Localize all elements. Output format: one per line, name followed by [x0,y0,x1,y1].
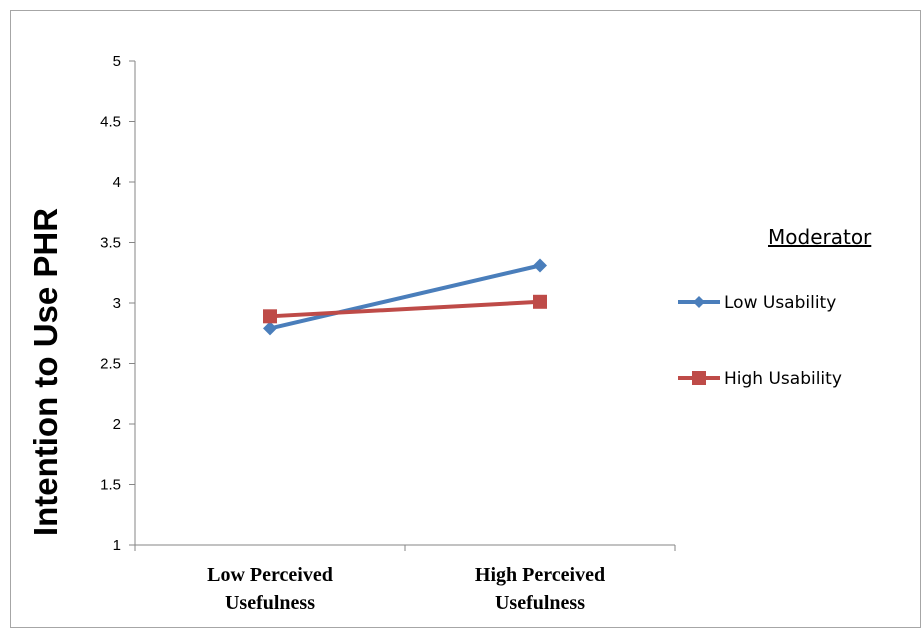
legend-swatch-marker-1 [692,371,706,385]
x-category-label-line: High Perceived [475,564,605,586]
y-axis-title: Intention to Use PHR [27,208,64,536]
y-tick-label: 2 [113,416,121,433]
y-tick-labels: 1 1.5 2 2.5 3 3.5 4 4.5 5 [100,53,121,554]
legend-label-1: High Usability [724,369,842,389]
x-category-labels: Low Perceived Usefulness High Perceived Use… [207,564,605,614]
x-category-label: Low Perceived Usefulness [207,564,333,614]
data-point-1-0 [263,309,277,324]
series-line-0 [269,263,541,331]
legend-title: Moderator [768,225,872,249]
data-point-0-0 [263,321,277,336]
chart-frame [10,10,921,628]
x-category-label-line: Usefulness [495,592,585,614]
axes [129,60,676,551]
x-category-label: High Perceived Usefulness [475,564,605,614]
y-tick-label: 1 [113,537,121,554]
series-layer [263,258,547,336]
y-tick-label: 2.5 [100,356,121,373]
data-point-0-1 [533,258,547,273]
x-category-label-line: Low Perceived [207,564,333,586]
y-tick-label: 1.5 [100,477,121,494]
y-tick-label: 4.5 [100,114,121,131]
y-tick-label: 4 [113,174,121,191]
data-point-1-1 [533,294,547,309]
y-tick-label: 5 [113,53,121,70]
y-tick-label: 3 [113,295,121,312]
legend: Moderator Low Usability High Usability [678,225,872,389]
legend-label-0: Low Usability [724,293,836,313]
y-tick-label: 3.5 [100,235,121,252]
series-line-1 [269,299,541,319]
x-category-label-line: Usefulness [225,592,315,614]
legend-swatch-marker-0 [693,296,705,308]
